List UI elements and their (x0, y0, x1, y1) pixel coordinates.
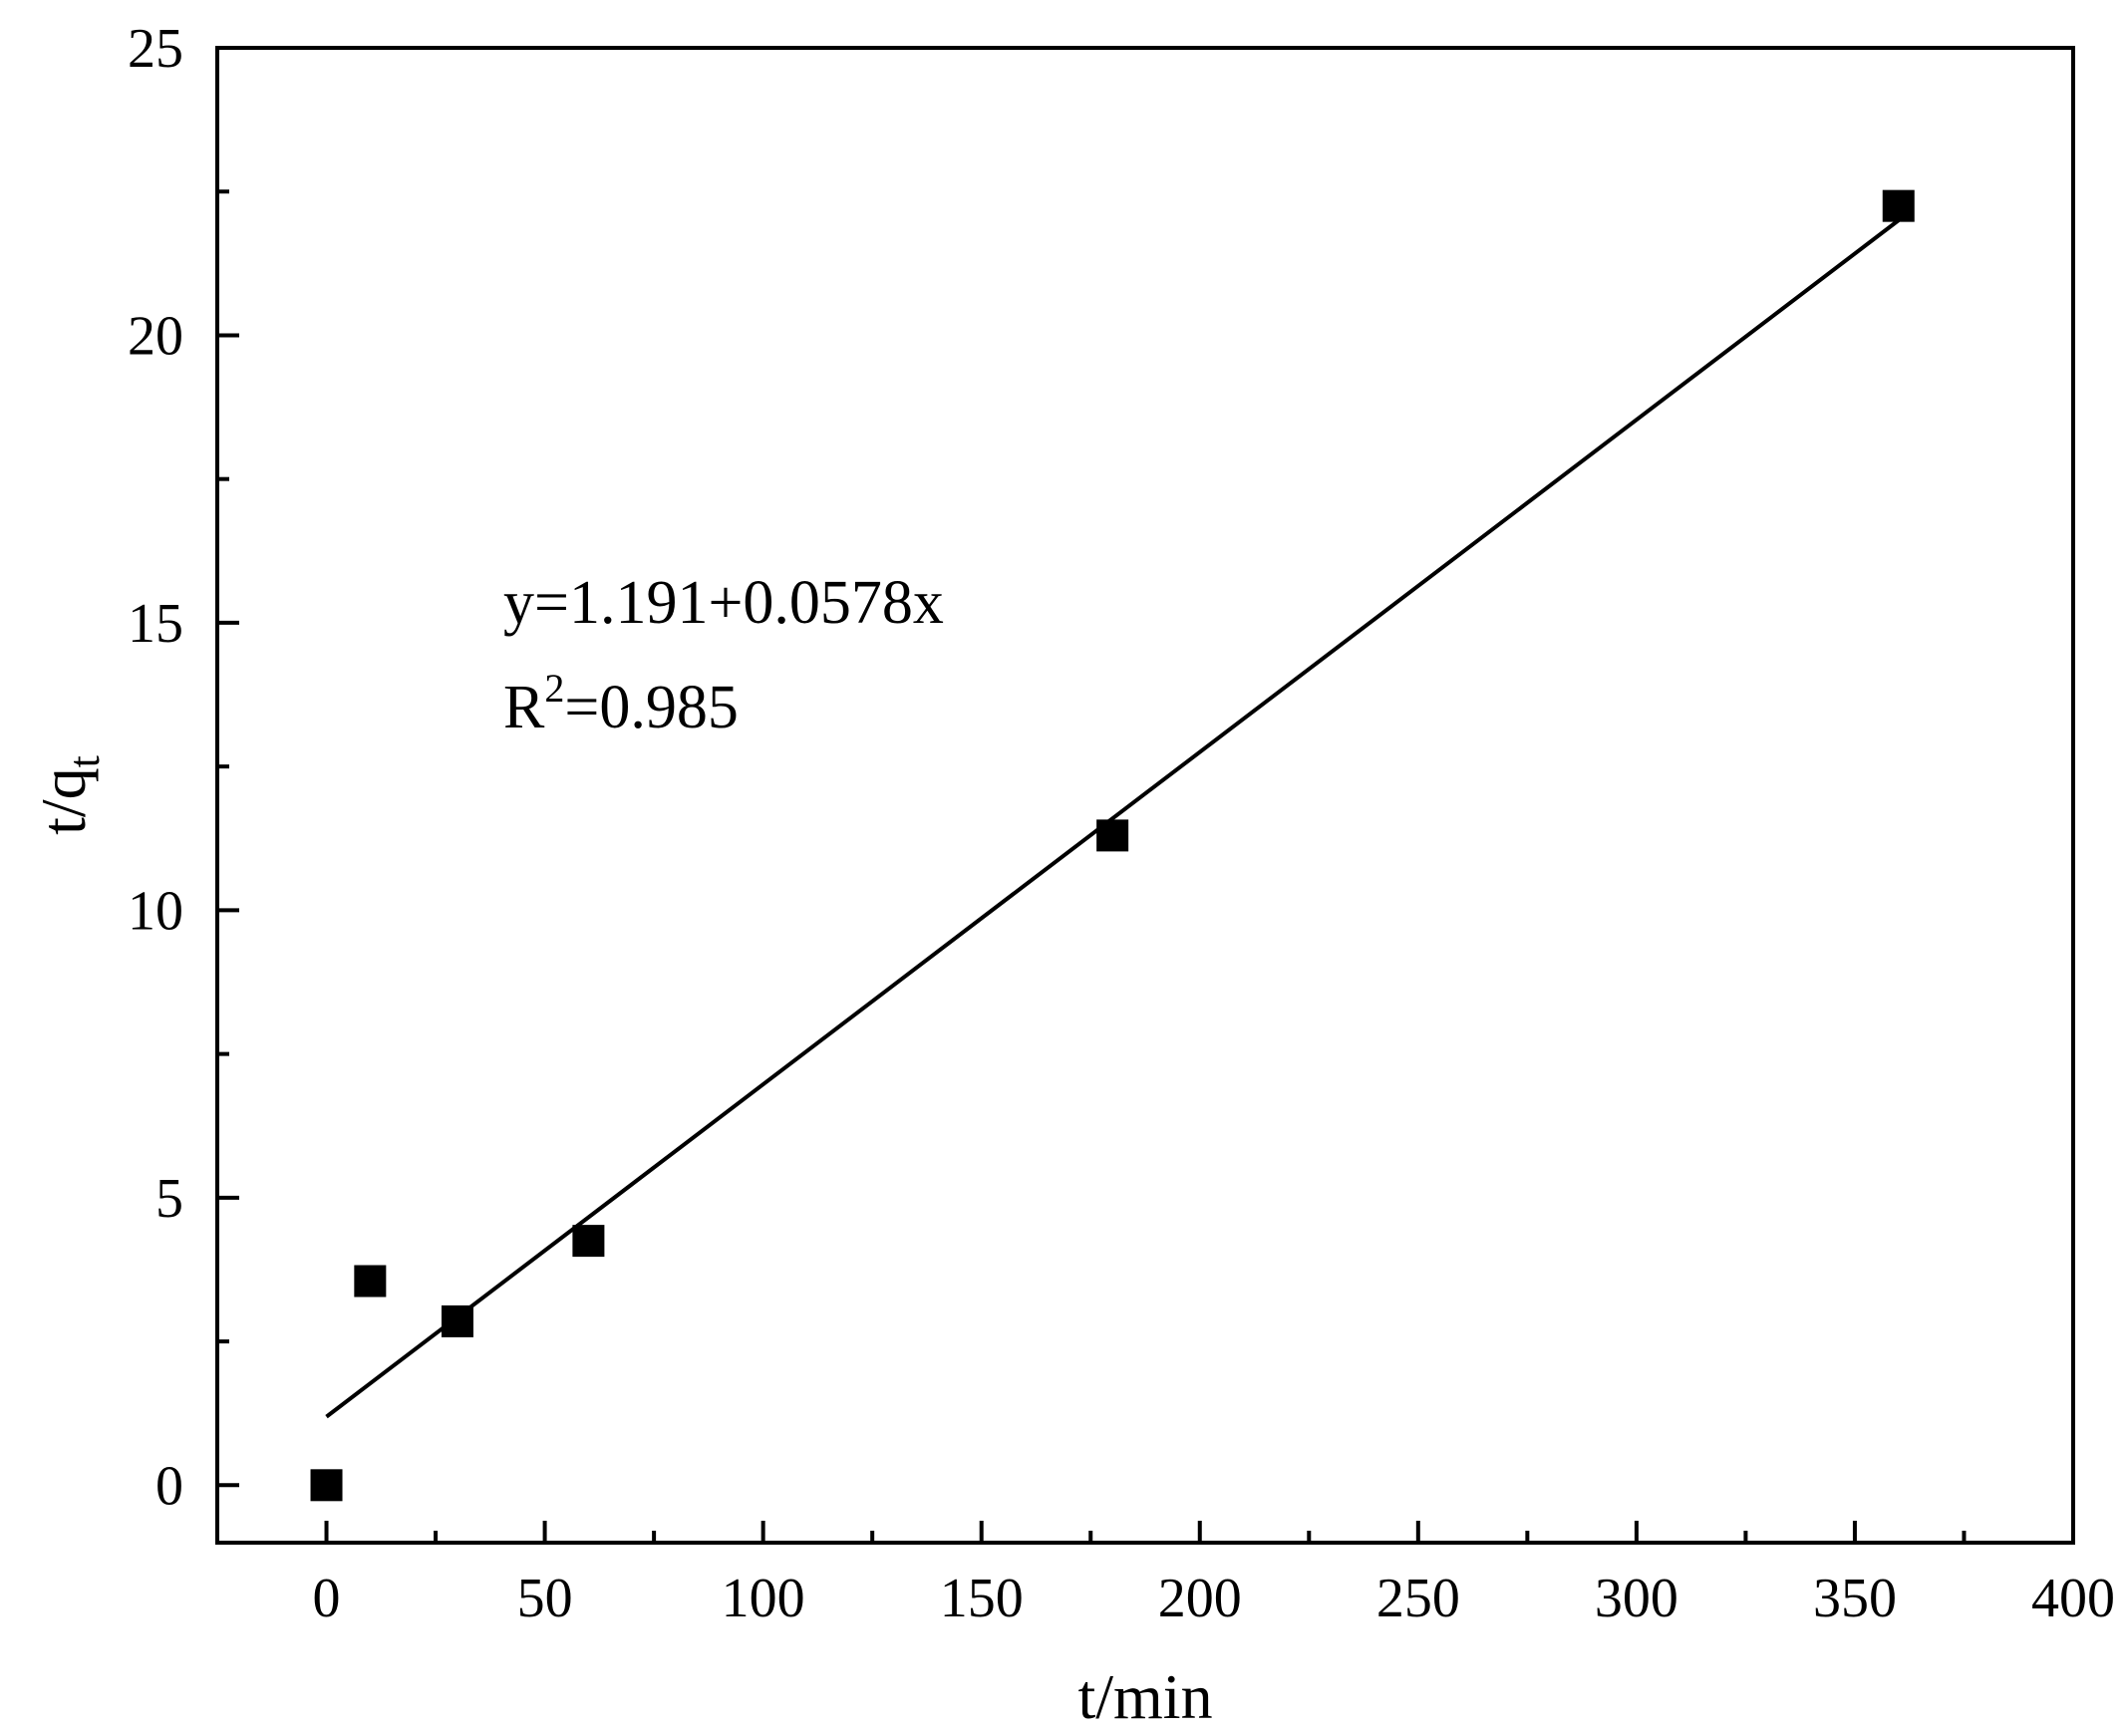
fit-line-layer (325, 218, 1900, 1419)
data-point (1882, 189, 1915, 222)
x-tick-label: 350 (1813, 1568, 1897, 1629)
x-axis-ticks: 0 50 100 150 200 250 300 350 400 (215, 1521, 2115, 1629)
plot-area-frame (215, 46, 2075, 1545)
x-tick-label: 50 (517, 1568, 573, 1629)
data-point (441, 1304, 473, 1337)
y-tick-label: 15 (128, 593, 183, 655)
y-axis-title: t/qt (28, 755, 109, 835)
fit-line (325, 218, 1900, 1419)
data-points-layer (310, 189, 1915, 1502)
y-axis-ticks: 0 5 10 15 20 25 (128, 18, 239, 1517)
y-tick-label: 0 (155, 1455, 183, 1517)
x-tick-label: 150 (940, 1568, 1024, 1629)
y-tick-label: 20 (128, 305, 183, 367)
data-point (572, 1225, 605, 1258)
r2-value: =0.985 (564, 674, 738, 741)
x-tick-label: 300 (1595, 1568, 1678, 1629)
x-axis-title: t/min (1077, 1661, 1212, 1732)
data-point (310, 1469, 343, 1502)
x-tick-label: 200 (1158, 1568, 1242, 1629)
y-tick-label: 10 (128, 880, 183, 942)
fit-r-squared: R2=0.985 (503, 666, 739, 741)
x-tick-label: 250 (1376, 1568, 1460, 1629)
fit-equation: y=1.191+0.0578x (503, 569, 944, 637)
data-point (354, 1265, 387, 1298)
x-tick-label: 400 (2031, 1568, 2115, 1629)
r2-prefix: R (503, 674, 545, 741)
r2-superscript: 2 (544, 666, 564, 711)
x-tick-label: 100 (722, 1568, 805, 1629)
y-axis-title-sub: t (60, 755, 109, 767)
y-tick-label: 5 (155, 1168, 183, 1230)
y-tick-label: 25 (128, 18, 183, 80)
data-point (1096, 819, 1129, 852)
x-tick-label: 0 (313, 1568, 341, 1629)
y-axis-title-main: t/q (28, 767, 99, 835)
